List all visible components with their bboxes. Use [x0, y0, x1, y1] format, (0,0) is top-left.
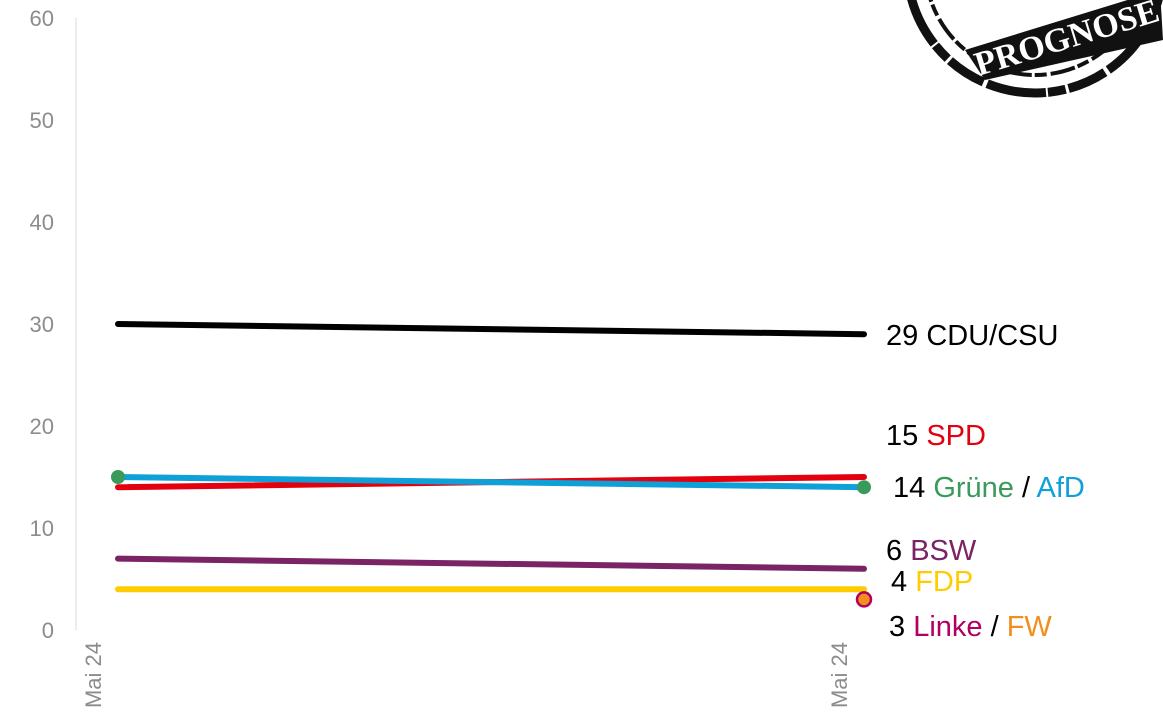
- prognose-stamp: PROGNOSE: [907, 0, 1163, 98]
- end-label: 4 FDP: [891, 566, 973, 598]
- y-axis-ticks: 0 10 20 30 40 50 60: [30, 6, 54, 643]
- y-tick-label: 20: [30, 414, 54, 439]
- x-tick-label: Mai 24: [827, 642, 852, 708]
- marker-gruene-start: [111, 470, 125, 484]
- y-tick-label: 50: [30, 108, 54, 133]
- stamp-inner-ring: [928, 0, 1142, 77]
- series-line-bsw: [115, 555, 867, 572]
- stamp-band: [965, 0, 1163, 80]
- end-label: 14 Grüne / AfD: [893, 472, 1085, 504]
- stamp-outer-ring: [907, 0, 1163, 98]
- series-line-cdu-csu: [115, 321, 867, 338]
- end-label: 15 SPD: [886, 420, 986, 452]
- y-tick-label: 10: [30, 516, 54, 541]
- end-label: 3 Linke / FW: [889, 611, 1052, 643]
- marker-gruene-end: [857, 480, 871, 495]
- x-tick-label: Mai 24: [81, 642, 106, 708]
- end-label: 6 BSW: [886, 535, 977, 567]
- marker-linke-fw-end: [855, 591, 873, 608]
- y-tick-label: 0: [42, 618, 54, 643]
- series-lines: [115, 321, 867, 593]
- series-markers: [111, 470, 873, 608]
- end-label: 29 CDU/CSU: [886, 320, 1058, 352]
- y-tick-label: 60: [30, 6, 54, 31]
- series-line-afd: [115, 474, 867, 491]
- y-tick-label: 30: [30, 312, 54, 337]
- x-axis-ticks: Mai 24 Mai 24: [81, 642, 852, 708]
- y-tick-label: 40: [30, 210, 54, 235]
